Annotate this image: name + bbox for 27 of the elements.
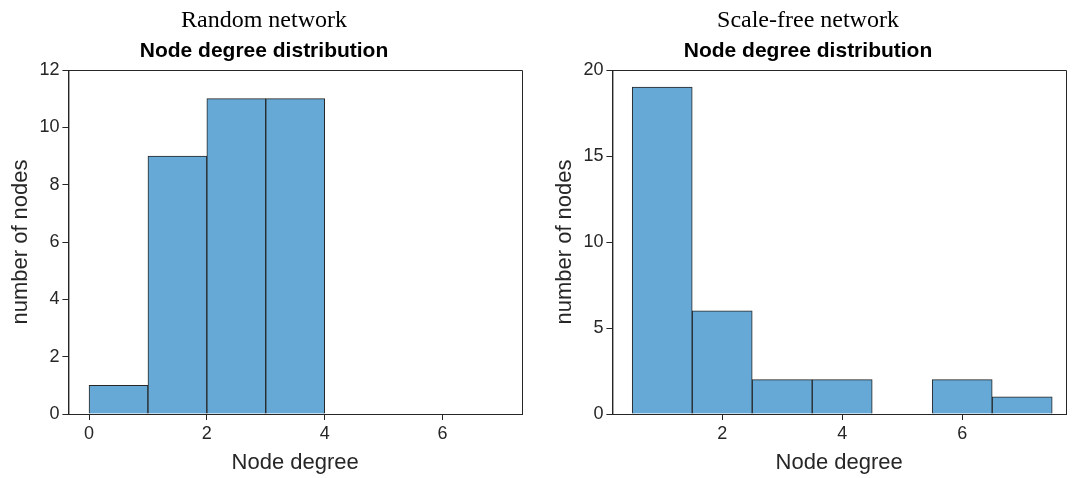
y-tick-label: 12 <box>39 58 60 79</box>
x-tick-label: 2 <box>201 422 212 443</box>
x-tick-label: 6 <box>957 422 968 443</box>
x-axis-title: Node degree <box>775 448 903 474</box>
y-tick-label: 0 <box>49 402 60 423</box>
y-tick-label: 0 <box>593 402 604 423</box>
y-tick-label: 5 <box>593 316 604 337</box>
chart-title: Random network <box>181 5 347 32</box>
x-tick-label: 2 <box>717 422 728 443</box>
chart-subtitle: Node degree distribution <box>683 38 933 62</box>
x-tick-label: 4 <box>319 422 330 443</box>
y-tick-label: 15 <box>583 144 604 165</box>
y-tick-label: 8 <box>49 173 60 194</box>
x-tick-label: 0 <box>84 422 95 443</box>
y-tick-label: 4 <box>49 288 60 309</box>
y-tick-label: 2 <box>49 345 60 366</box>
y-axis-title: number of nodes <box>7 159 33 325</box>
y-tick-label: 6 <box>49 230 60 251</box>
x-tick-label: 6 <box>437 422 448 443</box>
y-tick-label: 20 <box>583 58 604 79</box>
chart-title: Scale-free network <box>717 5 899 32</box>
y-axis-title: number of nodes <box>551 159 577 325</box>
x-axis-title: Node degree <box>231 448 359 474</box>
y-tick-label: 10 <box>583 230 604 251</box>
x-tick-label: 4 <box>837 422 848 443</box>
chart-subtitle: Node degree distribution <box>139 38 389 62</box>
y-tick-label: 10 <box>39 116 60 137</box>
